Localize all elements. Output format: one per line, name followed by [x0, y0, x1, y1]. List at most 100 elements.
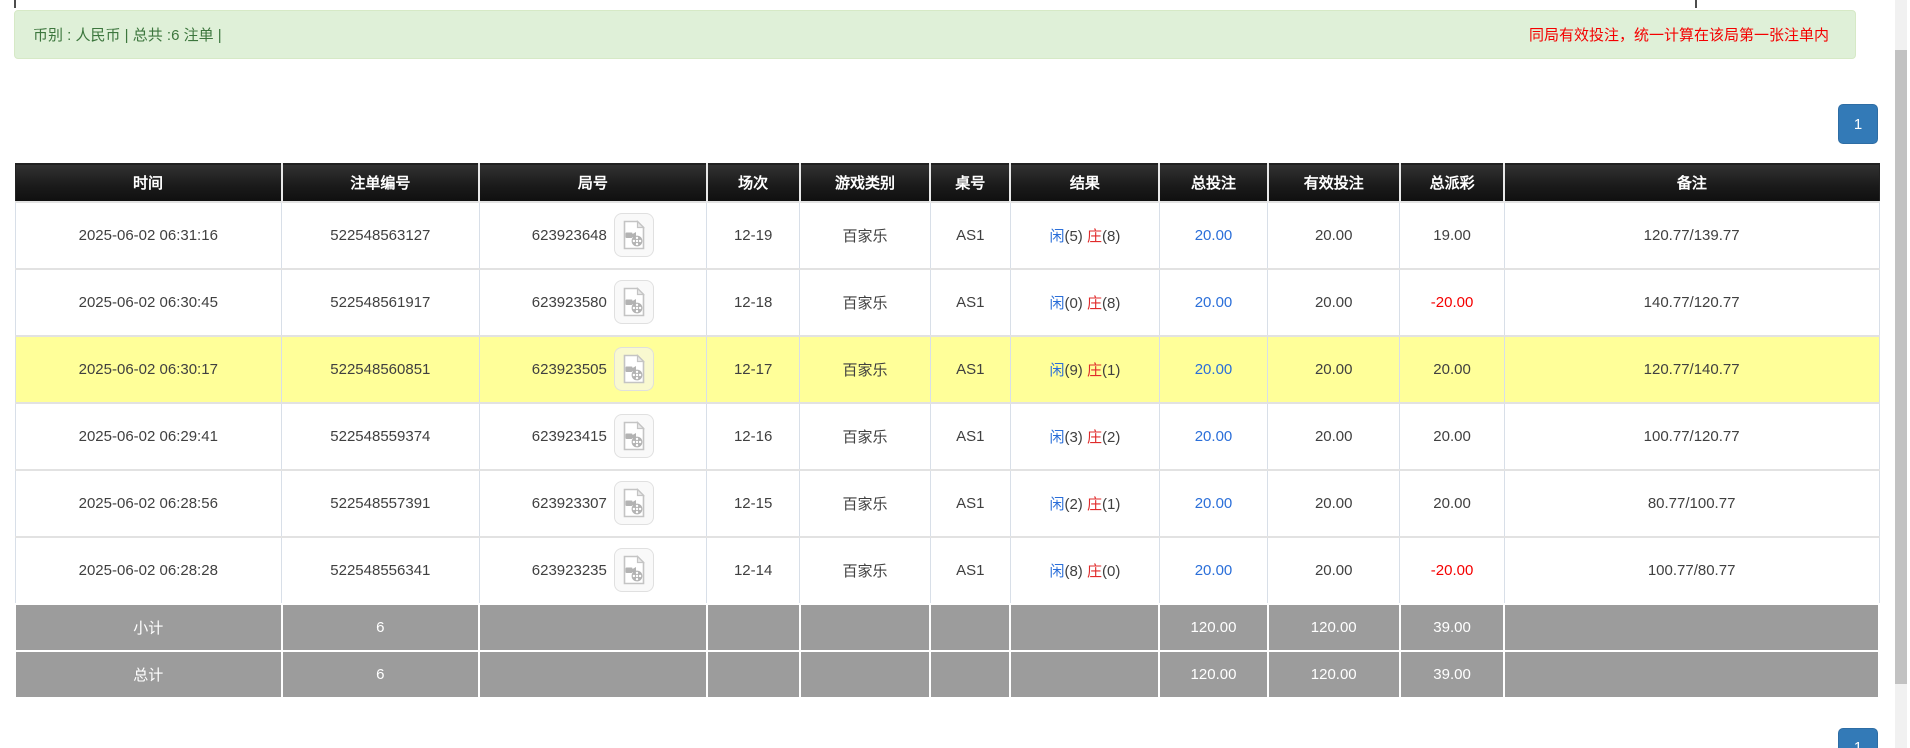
- round-number-cell: 623923505: [478, 334, 708, 403]
- summary-cell: [929, 602, 1012, 652]
- column-header: 场次: [705, 163, 800, 202]
- bet-number-cell: 522548556341: [281, 535, 480, 604]
- banker-result-score: (1): [1101, 361, 1121, 379]
- game-type-cell: 百家乐: [799, 535, 931, 604]
- session-cell: 12-19: [706, 200, 801, 269]
- total-bet-link[interactable]: 20.00: [1158, 468, 1269, 537]
- time-cell: 2025-06-02 06:31:16: [14, 200, 283, 269]
- payout-cell: 19.00: [1399, 200, 1505, 269]
- player-result-score: (8): [1064, 562, 1083, 580]
- summary-cell: 120.00: [1266, 602, 1401, 652]
- valid-bet-cell: 20.00: [1267, 267, 1401, 336]
- result-cell: 闲(9) 庄(1): [1009, 334, 1160, 403]
- video-replay-button[interactable]: [613, 280, 654, 324]
- video-file-icon: [623, 287, 645, 317]
- video-file-icon: [623, 488, 645, 518]
- summary-cell: 小计: [14, 602, 283, 652]
- total-bet-link[interactable]: 20.00: [1158, 200, 1269, 269]
- total-bet-link[interactable]: 20.00: [1158, 535, 1269, 604]
- summary-row: 总计 6 120.00 120.00 39.00: [14, 649, 1880, 699]
- round-number-cell: 623923235: [478, 535, 708, 604]
- video-replay-button[interactable]: [613, 414, 654, 458]
- game-type-cell: 百家乐: [799, 401, 931, 470]
- time-cell: 2025-06-02 06:28:28: [14, 535, 283, 604]
- column-header: 备注: [1503, 163, 1880, 202]
- table-footer: 小计 6 120.00 120.00 39.00 总计 6 120.00 120.00 39.00: [14, 602, 1880, 699]
- round-number-text: 623923307: [531, 494, 607, 512]
- column-header: 局号: [478, 163, 707, 202]
- payout-cell: 20.00: [1399, 468, 1505, 537]
- result-cell: 闲(2) 庄(1): [1009, 468, 1160, 537]
- currency-summary-text: 币别 : 人民币 | 总共 :6 注单 |: [33, 27, 222, 44]
- round-number-text: 623923580: [531, 293, 607, 311]
- summary-cell: 120.00: [1158, 649, 1269, 699]
- summary-cell: [478, 602, 708, 652]
- round-number-text: 623923648: [531, 226, 607, 244]
- column-header: 结果: [1009, 163, 1160, 202]
- game-type-cell: 百家乐: [799, 200, 931, 269]
- video-replay-button[interactable]: [613, 481, 654, 525]
- table-row: 2025-06-02 06:31:16 522548563127 6239236…: [14, 200, 1880, 269]
- settlement-notice-text: 同局有效投注，统一计算在该局第一张注单内: [1528, 27, 1829, 44]
- remark-cell: 140.77/120.77: [1503, 267, 1880, 336]
- valid-bet-cell: 20.00: [1267, 334, 1401, 403]
- banker-result-label: 庄: [1086, 562, 1102, 580]
- banker-result-score: (8): [1101, 294, 1121, 312]
- remark-cell: 120.77/139.77: [1503, 200, 1880, 269]
- bet-number-cell: 522548560851: [281, 334, 480, 403]
- page-1-button[interactable]: 1: [1838, 104, 1878, 144]
- summary-cell: 总计: [14, 649, 283, 699]
- bet-number-cell: 522548563127: [281, 200, 480, 269]
- banker-result-score: (8): [1101, 227, 1121, 245]
- summary-cell: [1009, 602, 1161, 652]
- game-type-cell: 百家乐: [799, 468, 931, 537]
- video-file-icon: [623, 220, 645, 250]
- table-row: 2025-06-02 06:28:56 522548557391 6239233…: [14, 468, 1880, 537]
- total-bet-link[interactable]: 20.00: [1158, 334, 1269, 403]
- scrollbar[interactable]: [1895, 0, 1907, 748]
- scrollbar-thumb[interactable]: [1895, 50, 1907, 684]
- valid-bet-cell: 20.00: [1267, 468, 1401, 537]
- table-number-cell: AS1: [929, 468, 1011, 537]
- table-number-cell: AS1: [929, 334, 1011, 403]
- page-1-button-bottom[interactable]: 1: [1838, 727, 1878, 748]
- table-row: 2025-06-02 06:30:45 522548561917 6239235…: [14, 267, 1880, 336]
- valid-bet-cell: 20.00: [1267, 535, 1401, 604]
- banker-result-label: 庄: [1086, 294, 1102, 312]
- bet-number-cell: 522548559374: [281, 401, 480, 470]
- player-result-score: (3): [1064, 428, 1083, 446]
- banker-result-label: 庄: [1086, 495, 1102, 513]
- video-replay-button[interactable]: [613, 213, 654, 257]
- table-number-cell: AS1: [929, 535, 1011, 604]
- summary-cell: [1009, 649, 1161, 699]
- total-bet-link[interactable]: 20.00: [1158, 401, 1269, 470]
- time-cell: 2025-06-02 06:29:41: [14, 401, 283, 470]
- session-cell: 12-18: [706, 267, 801, 336]
- banker-result-label: 庄: [1086, 361, 1102, 379]
- summary-cell: 6: [280, 602, 481, 652]
- player-result-label: 闲: [1049, 361, 1065, 379]
- player-result-score: (9): [1064, 361, 1083, 379]
- total-bet-link[interactable]: 20.00: [1158, 267, 1269, 336]
- table-row: 2025-06-02 06:28:28 522548556341 6239232…: [14, 535, 1880, 604]
- video-replay-button[interactable]: [613, 347, 654, 391]
- session-cell: 12-16: [706, 401, 801, 470]
- player-result-score: (0): [1064, 294, 1083, 312]
- result-cell: 闲(0) 庄(8): [1009, 267, 1160, 336]
- summary-cell: [929, 649, 1012, 699]
- table-number-cell: AS1: [929, 401, 1011, 470]
- video-replay-button[interactable]: [613, 548, 654, 592]
- summary-cell: [705, 649, 801, 699]
- player-result-label: 闲: [1049, 495, 1065, 513]
- payout-cell: 20.00: [1399, 334, 1505, 403]
- time-cell: 2025-06-02 06:30:17: [14, 334, 283, 403]
- table-number-cell: AS1: [929, 200, 1011, 269]
- game-type-cell: 百家乐: [799, 334, 931, 403]
- column-header: 桌号: [929, 163, 1011, 202]
- summary-row: 小计 6 120.00 120.00 39.00: [14, 602, 1880, 652]
- round-number-cell: 623923307: [478, 468, 708, 537]
- remark-cell: 120.77/140.77: [1503, 334, 1880, 403]
- pagination-top: 1: [0, 104, 1910, 144]
- summary-cell: [1503, 602, 1880, 652]
- summary-cell: 39.00: [1398, 602, 1506, 652]
